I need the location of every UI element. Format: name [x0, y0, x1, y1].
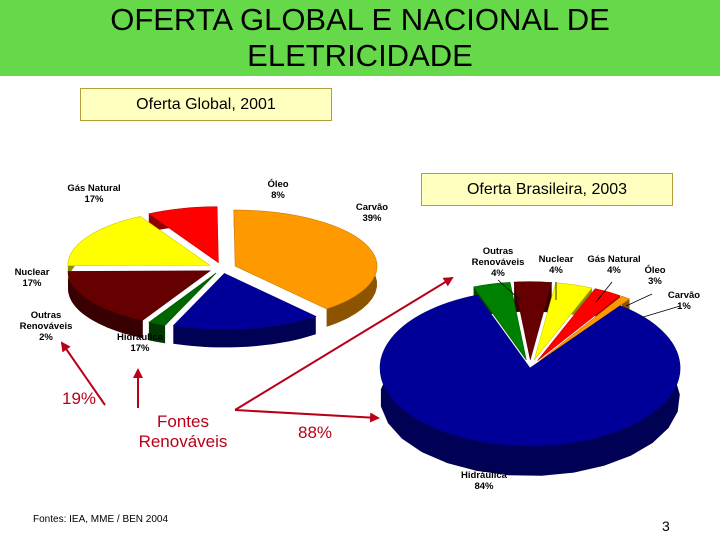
global-pie-labels: Carvão 39% Hidráulica 17% Outras Renováveis 2%… — [15, 178, 389, 354]
pie-slice-hidraulica — [379, 294, 681, 447]
arrow-to-brazil-hidraulica — [234, 409, 380, 423]
slice-label-oleo: Óleo 3% — [644, 264, 665, 287]
renewable-label-line-1: Fontes — [157, 412, 209, 431]
pie-slice-carvao — [539, 295, 631, 362]
slice-label-nuclear: Nuclear 4% — [539, 254, 574, 276]
slice-label-hidraulica: Hidráulica 17% — [117, 332, 164, 354]
renewable-sources-label: Fontes Renováveis — [128, 412, 238, 452]
title-line-1: OFERTA GLOBAL E NACIONAL DE — [110, 2, 610, 37]
pie-slice-carvao — [233, 209, 378, 310]
global-pie — [67, 206, 378, 348]
page-title: OFERTA GLOBAL E NACIONAL DE ELETRICIDADE — [0, 2, 720, 74]
pie-slice-hidraulica — [172, 273, 317, 330]
brazil-renewable-pct: 88% — [298, 423, 332, 442]
arrow-to-global-outras — [60, 341, 106, 406]
title-band — [0, 0, 720, 76]
global-renewable-pct: 19% — [62, 389, 96, 408]
slice-label-outras-renovaveis: Outras Renováveis 2% — [20, 310, 73, 343]
renewable-label-line-2: Renováveis — [138, 432, 228, 451]
slice-label-outras-renovaveis: Outras Renováveis 4% — [472, 246, 525, 279]
slice-label-oleo: Óleo 8% — [267, 178, 288, 201]
source-note: Fontes: IEA, MME / BEN 2004 — [33, 514, 169, 525]
pie-slice-nuclear — [513, 281, 553, 360]
slice-label-hidraulica: Hidráulica 84% — [461, 470, 508, 492]
pie-slice-outras-renovaveis — [473, 282, 527, 361]
slice-label-gas-natural: Gás Natural 17% — [67, 183, 120, 205]
pie-slice-oleo — [537, 288, 621, 361]
pie-slice-side-outras-renovaveis — [148, 322, 166, 344]
pie-slice-oleo — [148, 206, 219, 264]
slice-label-gas-natural: Gás Natural 4% — [587, 254, 640, 276]
brazil-pie — [379, 281, 681, 476]
pie-slice-side-hidraulica — [173, 316, 316, 348]
pie-slice-nuclear — [67, 270, 211, 321]
leader-line — [595, 281, 613, 303]
slice-label-carvao: Carvão 39% — [356, 202, 388, 224]
page-number: 3 — [662, 518, 670, 534]
leader-line — [639, 305, 681, 319]
slice-label-nuclear: Nuclear 17% — [15, 267, 50, 289]
slice-label-carvao: Carvão 1% — [668, 290, 700, 312]
annotation-arrows — [60, 276, 454, 423]
leader-line — [625, 293, 653, 307]
brazil-chart-title-box: Oferta Brasileira, 2003 — [421, 173, 673, 206]
brazil-pie-labels: Outras Renováveis 4% Nuclear 4% Gás Natural 4%… — [461, 246, 700, 492]
title-line-2: ELETRICIDADE — [247, 38, 473, 73]
pie-slice-outras-renovaveis — [148, 272, 217, 326]
arrow-to-brazil-small — [234, 276, 454, 411]
global-chart-title-box: Oferta Global, 2001 — [80, 88, 332, 121]
pie-slice-side-nuclear — [68, 271, 143, 339]
leader-line — [497, 279, 521, 301]
pie-slice-gas-natural — [67, 216, 211, 267]
